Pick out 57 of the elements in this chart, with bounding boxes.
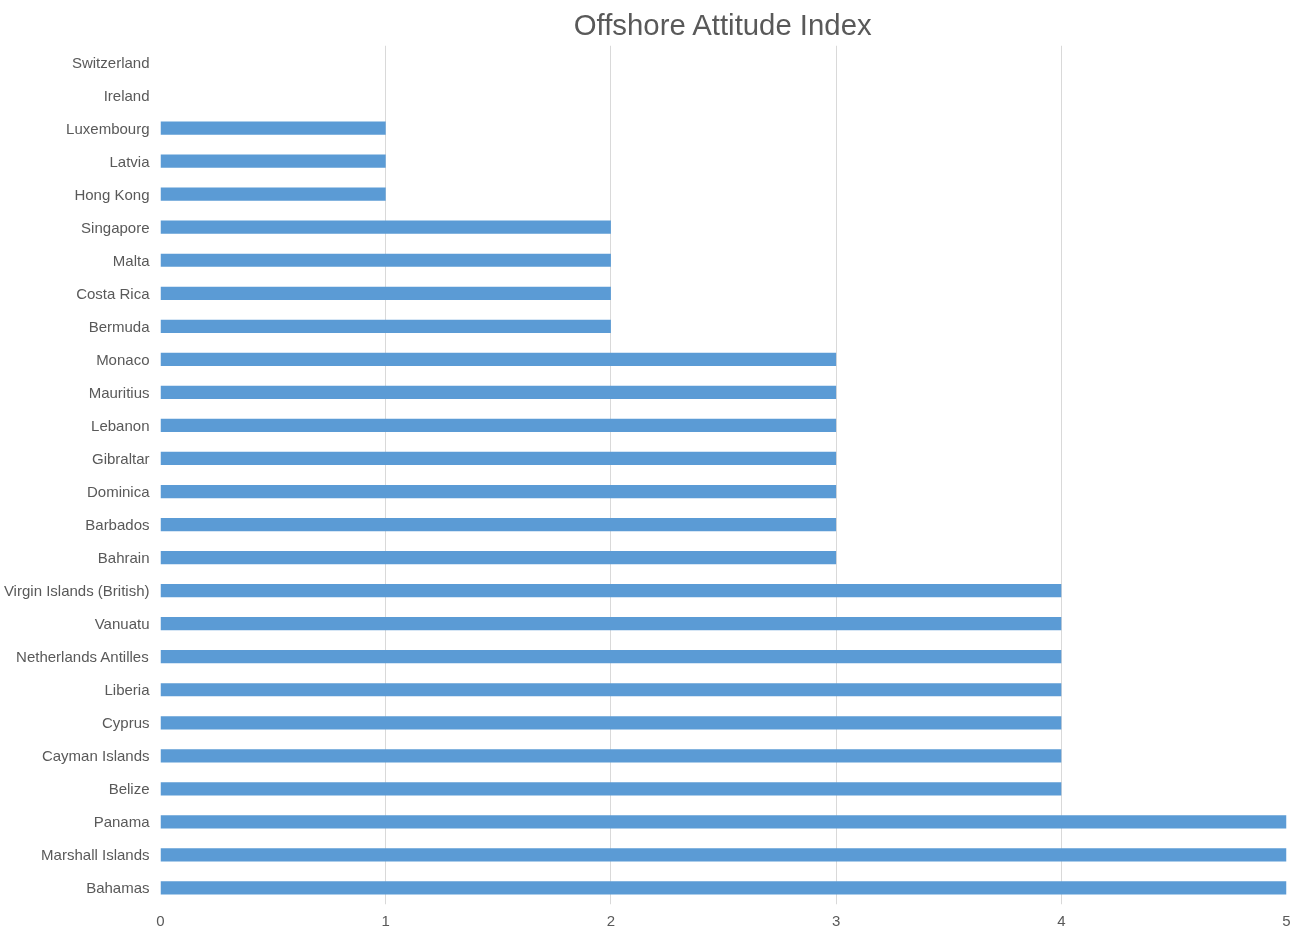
y-tick-label: Panama xyxy=(93,813,151,831)
bar xyxy=(160,154,386,168)
y-tick-label: Virgin Islands (British) xyxy=(3,582,150,600)
bar xyxy=(160,451,837,466)
y-tick-label: Liberia xyxy=(104,681,151,699)
y-tick-label: Gibraltar xyxy=(91,449,150,467)
y-tick-label: Netherlands Antilles xyxy=(16,648,149,666)
y-tick-label: Cyprus xyxy=(101,714,150,732)
y-tick-label: Luxembourg xyxy=(66,119,150,137)
y-tick-label: Switzerland xyxy=(71,53,150,71)
bar xyxy=(160,881,1287,895)
bar xyxy=(160,121,386,135)
x-tick-label: 2 xyxy=(606,911,616,929)
bar xyxy=(160,418,837,433)
y-tick-label: Marshall Islands xyxy=(41,846,150,864)
y-tick-label: Dominica xyxy=(86,483,151,501)
bar xyxy=(160,584,1062,598)
x-tick-label: 3 xyxy=(831,911,841,929)
bar xyxy=(160,385,837,400)
bar xyxy=(160,749,1062,763)
y-tick-label: Belize xyxy=(108,780,150,798)
y-tick-label: Hong Kong xyxy=(74,185,150,203)
bar xyxy=(160,187,386,201)
bar xyxy=(160,484,837,499)
x-tick-label: 5 xyxy=(1282,911,1291,929)
bar xyxy=(160,617,1062,631)
y-tick-label: Bermuda xyxy=(88,317,151,335)
y-tick-label: Malta xyxy=(112,251,151,269)
y-tick-label: Vanuatu xyxy=(94,615,150,633)
bar xyxy=(160,319,611,333)
y-tick-label: Mauritius xyxy=(88,383,150,401)
bar xyxy=(160,220,611,234)
y-tick-label: Barbados xyxy=(85,516,150,534)
x-tick-label: 0 xyxy=(156,911,165,929)
y-tick-label: Ireland xyxy=(103,86,150,104)
bar xyxy=(160,517,837,532)
y-tick-label: Costa Rica xyxy=(76,284,151,302)
bar xyxy=(160,650,1062,664)
bar xyxy=(160,782,1062,796)
y-tick-label: Cayman Islands xyxy=(41,747,150,765)
bar xyxy=(160,352,837,366)
y-tick-label: Latvia xyxy=(109,152,151,170)
x-tick-label: 4 xyxy=(1057,911,1066,929)
bar xyxy=(160,848,1287,862)
x-tick-label: 1 xyxy=(381,911,390,929)
bar xyxy=(160,253,611,267)
bar xyxy=(160,550,837,565)
bar xyxy=(160,716,1062,730)
chart-title: Offshore Attitude Index xyxy=(573,7,872,41)
bar xyxy=(160,815,1287,829)
y-tick-label: Lebanon xyxy=(91,416,150,434)
bar xyxy=(160,286,611,300)
bar xyxy=(160,683,1062,697)
y-tick-label: Bahamas xyxy=(86,879,150,897)
y-tick-label: Singapore xyxy=(81,218,150,236)
y-tick-label: Bahrain xyxy=(97,549,150,567)
y-tick-label: Monaco xyxy=(96,350,150,368)
